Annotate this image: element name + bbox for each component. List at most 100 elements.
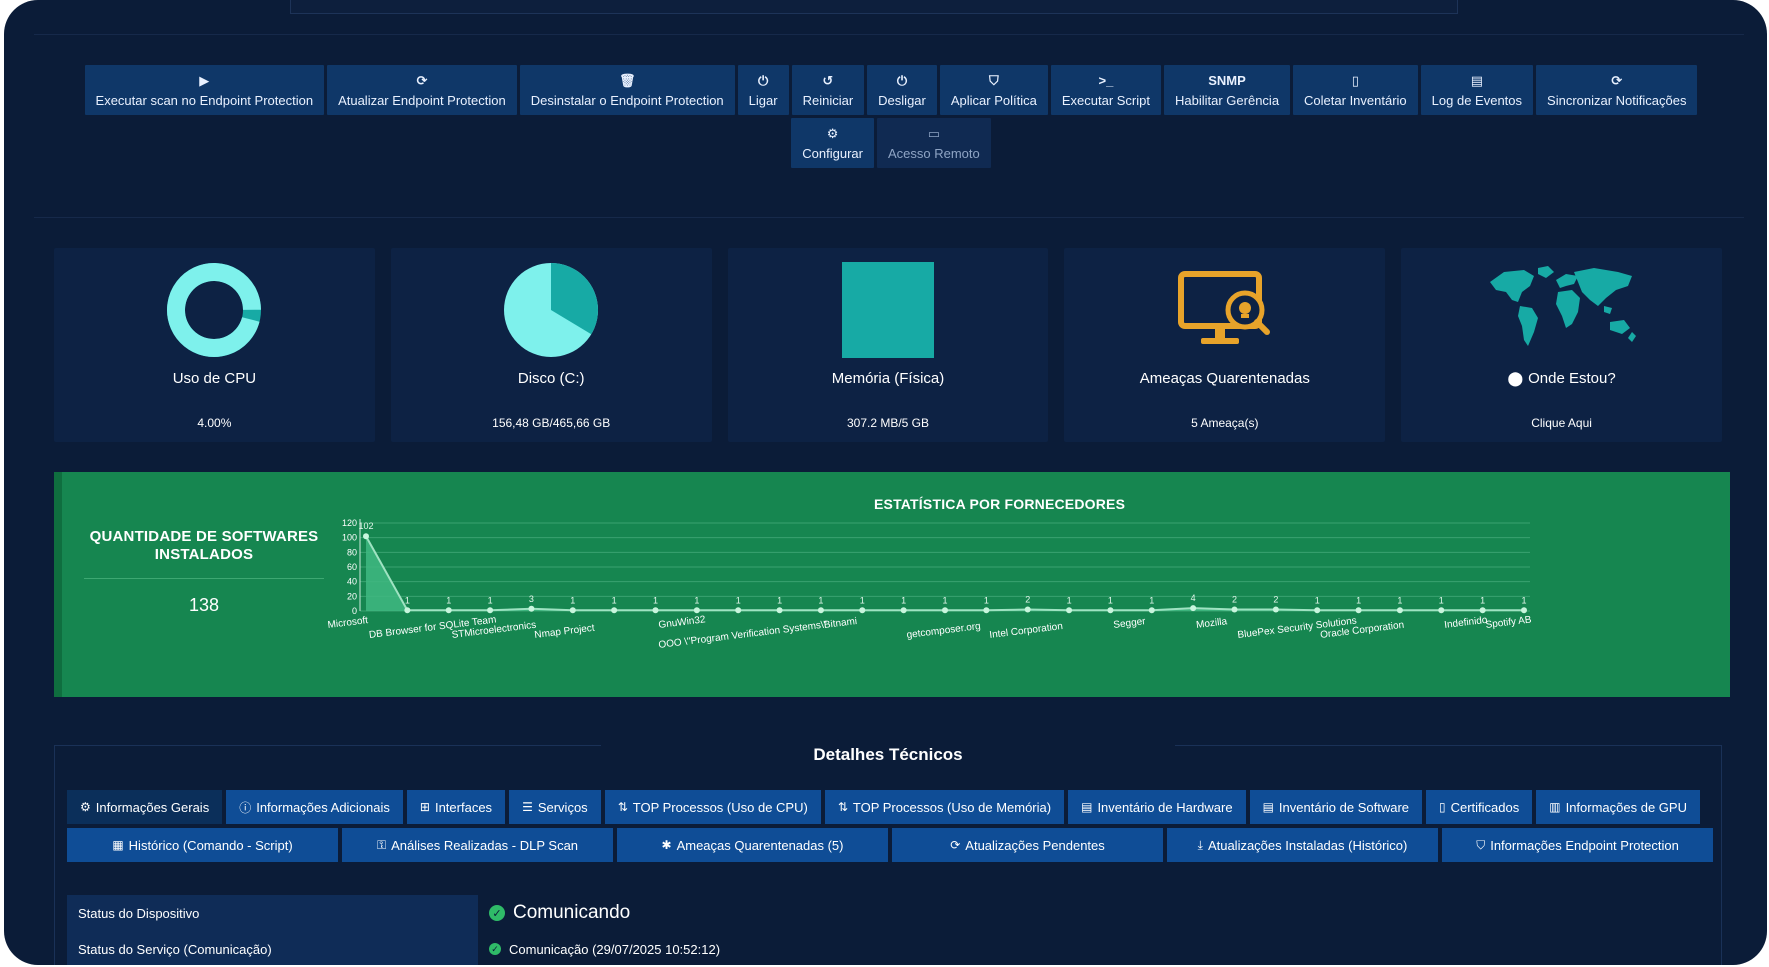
list-icon: ☰ (522, 800, 533, 814)
data-label: 1 (818, 595, 823, 605)
tab-informacoes-endpoint-protection[interactable]: ⛉ Informações Endpoint Protection (1442, 828, 1713, 862)
executar-scan-no-endpoint-protection-button[interactable]: ▶ Executar scan no Endpoint Protection (84, 65, 325, 115)
tab-analises-realizadas-dlp-scan[interactable]: ⚿ Análises Realizadas - DLP Scan (342, 828, 613, 862)
toolbar-button-label: Aplicar Política (950, 92, 1037, 108)
toolbar-button-label: Sincronizar Notificações (1547, 92, 1687, 108)
summary-cards: Uso de CPU 4.00% Disco (C:) 156,48 GB/46… (54, 248, 1722, 442)
data-point (363, 533, 369, 540)
x-tick-label: getcomposer.org (906, 621, 981, 641)
action-toolbar: ▶ Executar scan no Endpoint Protection ⟳ At… (84, 65, 1698, 171)
memory-card-value: 307.2 MB/5 GB (846, 416, 930, 430)
tab-top-processos-uso-de-memoria[interactable]: ⇅ TOP Processos (Uso de Memória) (824, 790, 1065, 824)
data-point (1396, 607, 1403, 614)
y-tick-label: 100 (342, 533, 357, 543)
tab-historico-comando-script[interactable]: ▦ Histórico (Comando - Script) (67, 828, 338, 862)
toolbar-button-label: Coletar Inventário (1304, 92, 1407, 108)
toolbar-button-label: Acesso Remoto (887, 145, 980, 161)
x-tick-label: Nmap Project (534, 623, 596, 641)
memory-card[interactable]: Memória (Física) 307.2 MB/5 GB (727, 248, 1049, 442)
data-label: 1 (612, 595, 617, 605)
location-card-value[interactable]: Clique Aqui (1531, 416, 1592, 430)
tab-atualizacoes-instaladas-historico[interactable]: ⤓ Atualizações Instaladas (Histórico) (1167, 828, 1438, 862)
data-label: 1 (1067, 595, 1072, 605)
ligar-button[interactable]: ⏻ Ligar (737, 65, 789, 115)
atualizar-endpoint-protection-button[interactable]: ⟳ Atualizar Endpoint Protection (327, 65, 517, 115)
cpu-card-value: 4.00% (197, 416, 232, 430)
cpu-card[interactable]: Uso de CPU 4.00% (54, 248, 375, 442)
data-label: 1 (1439, 595, 1444, 605)
location-card[interactable]: ⬤ Onde Estou? Clique Aqui (1401, 248, 1722, 442)
tab-ameacas-quarentenadas-5[interactable]: ✱ Ameaças Quarentenadas (5) (617, 828, 888, 862)
disk-pie-chart (503, 262, 599, 358)
data-label: 1 (942, 595, 947, 605)
threats-card[interactable]: Ameaças Quarentenadas 5 Ameaça(s) (1064, 248, 1386, 442)
tab-label: Certificados (1450, 799, 1520, 815)
toolbar-button-label: Habilitar Gerência (1175, 92, 1280, 108)
data-label: 1 (777, 595, 782, 605)
desinstalar-o-endpoint-protection-button[interactable]: 🗑 Desinstalar o Endpoint Protection (519, 65, 735, 115)
data-label: 1 (1397, 595, 1402, 605)
data-point (1024, 606, 1031, 613)
data-label: 1 (405, 595, 410, 605)
toolbar-button-label: Executar scan no Endpoint Protection (95, 92, 314, 108)
info-icon: ⓘ (239, 800, 252, 815)
data-label: 1 (694, 595, 699, 605)
tab-inventario-de-software[interactable]: ▤ Inventário de Software (1249, 790, 1422, 824)
power-off-icon: ⏻ (896, 72, 908, 88)
data-label: 4 (1191, 593, 1196, 603)
details-title: Detalhes Técnicos (813, 745, 963, 764)
data-point (1438, 607, 1445, 614)
snmp-text-icon: SNMP (1208, 73, 1246, 88)
habilitar-gerencia-button[interactable]: SNMP Habilitar Gerência (1164, 65, 1291, 115)
reiniciar-button[interactable]: ↺ Reiniciar (791, 65, 865, 115)
tab-inventario-de-hardware[interactable]: ▤ Inventário de Hardware (1068, 790, 1246, 824)
status-row: Status do Serviço (Comunicação) ✓ Comunica… (67, 931, 1713, 965)
toolbar-button-label: Executar Script (1061, 92, 1150, 108)
sitemap-icon: ⊞ (419, 800, 430, 814)
cpu-donut-chart (166, 262, 262, 358)
data-point (1148, 607, 1155, 614)
tab-informacoes-de-gpu[interactable]: ▥ Informações de GPU (1536, 790, 1700, 824)
x-tick-label: Bitnami (823, 616, 857, 631)
top-divider (34, 34, 1744, 35)
tab-label: Inventário de Hardware (1097, 799, 1233, 815)
x-tick-label: Indefinido (1444, 615, 1489, 631)
cogs-icon: ⚙ (826, 125, 839, 141)
disk-card[interactable]: Disco (C:) 156,48 GB/465,66 GB (390, 248, 712, 442)
data-point (528, 605, 535, 612)
tab-atualizacoes-pendentes[interactable]: ⟳ Atualizações Pendentes (892, 828, 1163, 862)
tab-label: Inventário de Software (1278, 799, 1409, 815)
data-label: 1 (488, 595, 493, 605)
coletar-inventario-button[interactable]: ▯ Coletar Inventário (1293, 65, 1418, 115)
tab-informacoes-adicionais[interactable]: ⓘ Informações Adicionais (226, 790, 403, 824)
data-point (776, 607, 783, 614)
tab-interfaces[interactable]: ⊞ Interfaces (406, 790, 506, 824)
memory-block (841, 262, 934, 358)
cpu-usage-arc (167, 263, 262, 357)
installed-software-box: QUANTIDADE DE SOFTWARES INSTALADOS 138 (84, 528, 324, 616)
data-point (569, 607, 576, 614)
vendor-area-chart: 0 20 40 60 80 100 120 102 1 1 1 3 1 1 1 1 1 1 1 1 1 1 1 2 1 1 1 4 2 2… (327, 518, 1532, 651)
configurar-button[interactable]: ⚙ Configurar (791, 118, 874, 168)
data-point (817, 607, 824, 614)
data-point (1314, 607, 1321, 614)
executar-script-button[interactable]: >_ Executar Script (1050, 65, 1161, 115)
refresh-icon: ⟳ (416, 72, 428, 88)
details-tabs: ⚙ Informações Gerais ⓘ Informações Adiciona… (67, 790, 1713, 866)
shield-icon: ⛉ (1476, 837, 1486, 852)
tab-label: Interfaces (434, 799, 493, 815)
tab-top-processos-uso-de-cpu[interactable]: ⇅ TOP Processos (Uso de CPU) (604, 790, 821, 824)
aplicar-politica-button[interactable]: ⛉ Aplicar Política (939, 65, 1048, 115)
tab-certificados[interactable]: ▯ Certificados (1426, 790, 1533, 824)
tab-label: Atualizações Instaladas (Histórico) (1207, 837, 1408, 853)
bug-icon: ✱ (661, 838, 672, 852)
acesso-remoto-button[interactable]: ▭ Acesso Remoto (876, 118, 991, 168)
tab-servicos[interactable]: ☰ Serviços (509, 790, 601, 824)
data-label: 2 (1273, 595, 1278, 605)
desligar-button[interactable]: ⏻ Desligar (867, 65, 937, 115)
log-de-eventos-button[interactable]: ▤ Log de Eventos (1420, 65, 1534, 115)
toolbar-row-2: ⚙ Configurar ▭ Acesso Remoto (86, 118, 1696, 168)
data-point (611, 607, 618, 614)
tab-informacoes-gerais[interactable]: ⚙ Informações Gerais (67, 790, 223, 824)
sincronizar-notificacoes-button[interactable]: ⟳ Sincronizar Notificações (1536, 65, 1698, 115)
